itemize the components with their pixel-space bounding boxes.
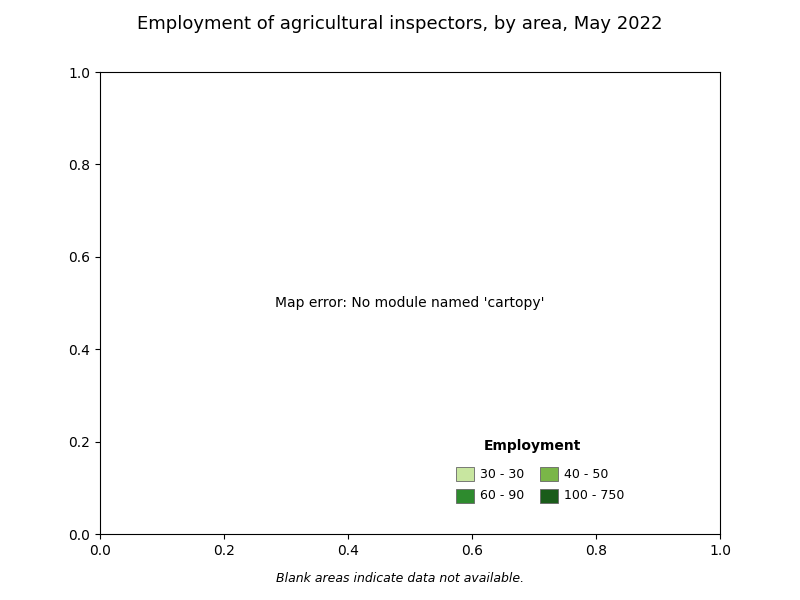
Text: 30 - 30: 30 - 30 — [480, 468, 524, 481]
Text: Map error: No module named 'cartopy': Map error: No module named 'cartopy' — [275, 296, 545, 310]
Text: Employment: Employment — [483, 439, 581, 453]
Text: 40 - 50: 40 - 50 — [564, 468, 608, 481]
Text: 60 - 90: 60 - 90 — [480, 490, 524, 502]
Text: Blank areas indicate data not available.: Blank areas indicate data not available. — [276, 572, 524, 585]
Text: 100 - 750: 100 - 750 — [564, 490, 624, 502]
Text: Employment of agricultural inspectors, by area, May 2022: Employment of agricultural inspectors, b… — [138, 15, 662, 33]
